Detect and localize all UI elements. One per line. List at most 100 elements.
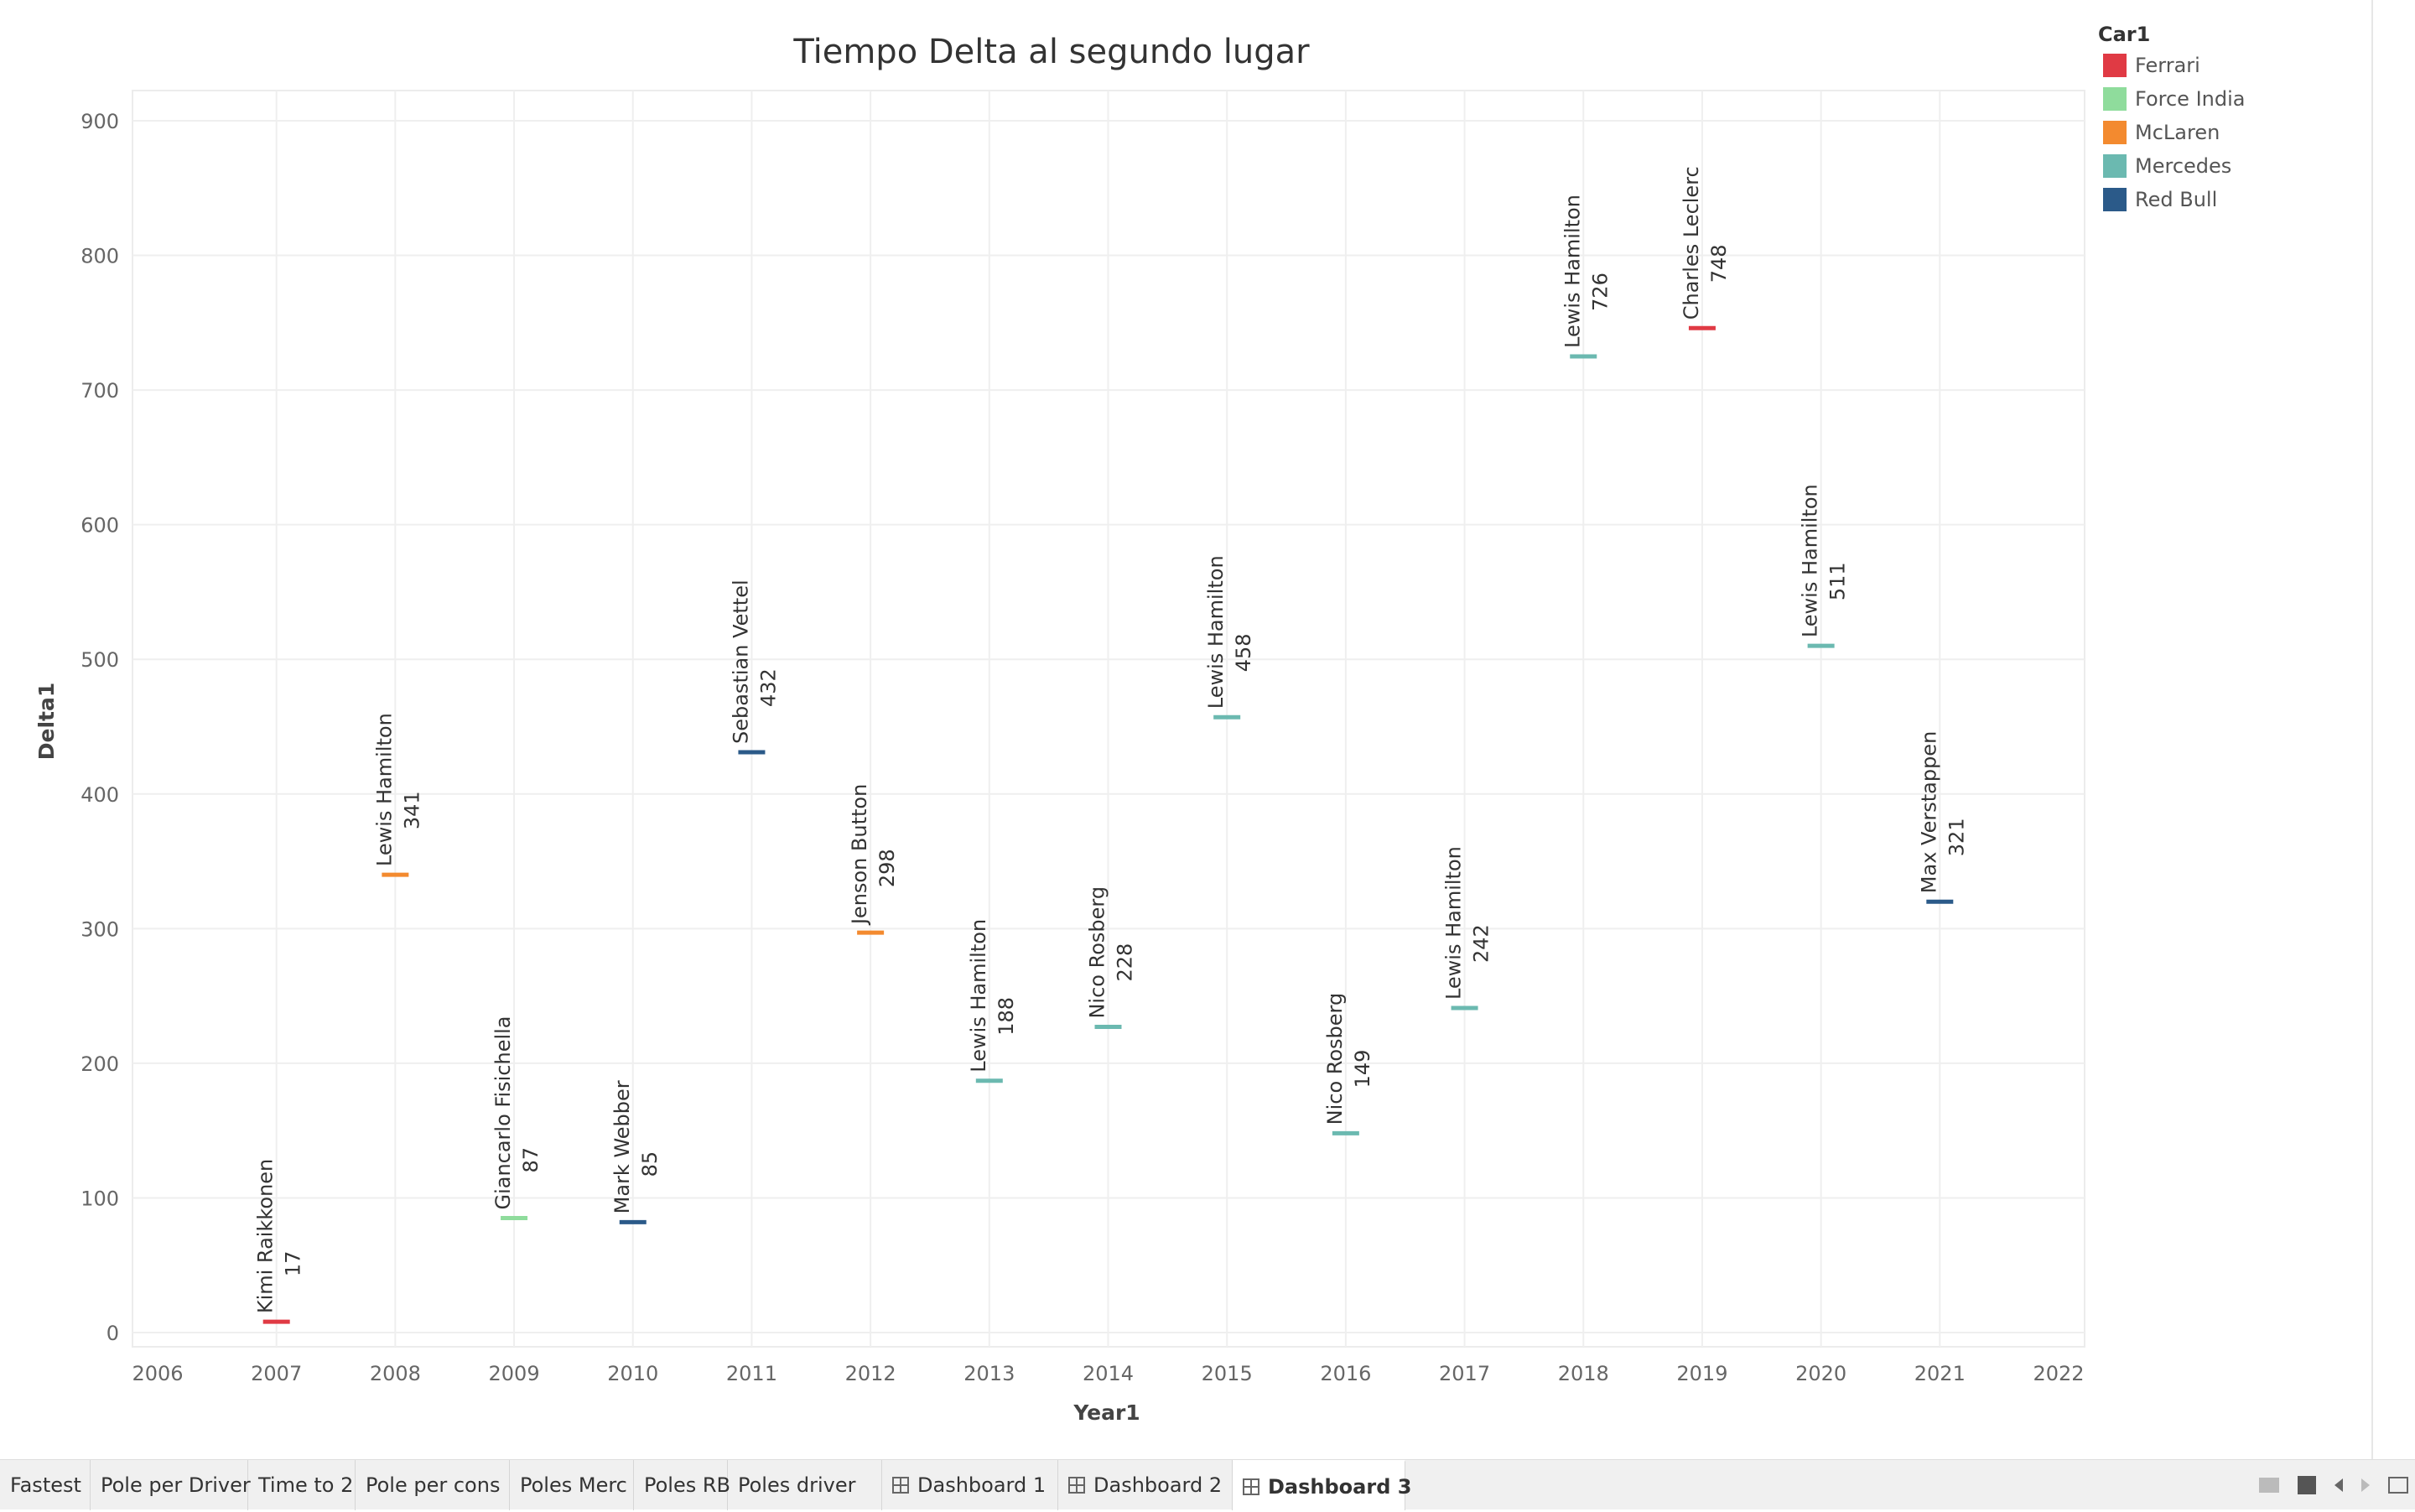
x-tick-label: 2022 (2033, 1362, 2084, 1385)
x-tick-label: 2019 (1676, 1362, 1727, 1385)
data-label-driver: Nico Rosberg (1086, 886, 1109, 1019)
data-label-value: 341 (400, 791, 423, 829)
x-tick-label: 2008 (370, 1362, 421, 1385)
data-label: Lewis Hamilton 188 (967, 919, 1018, 1073)
axes: 2006 2007 2008 2009 2010 2011 2012 2013 2014 2015… (80, 110, 2084, 1385)
data-label-driver: Lewis Hamilton (1204, 555, 1228, 709)
tab-view-icon[interactable] (2298, 1476, 2316, 1494)
data-label-driver: Mark Webber (610, 1080, 634, 1213)
x-tick-label: 2010 (607, 1362, 658, 1385)
sheet-tab-label: Time to 2 (258, 1473, 354, 1497)
status-bar-controls (2259, 1460, 2408, 1510)
sheet-tab[interactable]: Poles driver (728, 1460, 882, 1510)
x-tick-label: 2016 (1320, 1362, 1371, 1385)
data-label-driver: Jenson Button (848, 784, 871, 926)
next-sheet-icon[interactable] (2361, 1478, 2370, 1492)
data-label-driver: Charles Leclerc (1680, 166, 1703, 320)
data-label-value: 432 (756, 668, 780, 707)
legend-title: Car1 (2098, 23, 2151, 46)
sheet-tab-label: Pole per cons (366, 1473, 501, 1497)
data-label: Giancarlo Fisichella 87 (491, 1016, 543, 1209)
previous-sheet-icon[interactable] (2334, 1478, 2343, 1492)
data-label-driver: Lewis Hamilton (372, 713, 396, 866)
data-label-value: 228 (1114, 943, 1137, 982)
legend-item[interactable]: Red Bull (2098, 183, 2383, 216)
delta-chart: Tiempo Delta al segundo lugar 2006 2007 20… (34, 33, 2085, 1425)
chart-title: Tiempo Delta al segundo lugar (792, 33, 1310, 71)
legend: Car1 Ferrari Force India McLaren Mercedes Re… (2098, 20, 2383, 216)
y-tick-label: 700 (80, 379, 119, 403)
data-label-driver: Lewis Hamilton (1442, 846, 1466, 1000)
sheet-tab-label: Pole per Driver (101, 1473, 251, 1497)
data-label-value: 149 (1351, 1050, 1374, 1089)
legend-swatch (2103, 87, 2127, 111)
data-label-value: 87 (519, 1147, 543, 1173)
sheet-tab[interactable]: Fastest (0, 1460, 91, 1510)
y-tick-label: 900 (80, 110, 119, 133)
presentation-mode-icon[interactable] (2388, 1477, 2408, 1494)
legend-item[interactable]: Mercedes (2098, 149, 2383, 183)
sheet-tab[interactable]: Dashboard 3 (1233, 1460, 1411, 1510)
x-tick-label: 2020 (1795, 1362, 1846, 1385)
data-label-driver: Giancarlo Fisichella (491, 1016, 515, 1209)
data-label-driver: Lewis Hamilton (1799, 484, 1822, 637)
y-tick-label: 500 (80, 648, 119, 672)
data-label-value: 298 (875, 849, 899, 887)
legend-label: Red Bull (2135, 188, 2218, 211)
x-tick-label: 2021 (1914, 1362, 1966, 1385)
data-label: Jenson Button 298 (848, 784, 899, 926)
filmstrip-view-icon[interactable] (2259, 1478, 2279, 1493)
sheet-tab[interactable]: Pole per cons (356, 1460, 510, 1510)
sheet-tab[interactable]: Dashboard 1 (882, 1460, 1058, 1510)
data-label: Lewis Hamilton 341 (372, 713, 423, 866)
data-label-value: 458 (1232, 633, 1255, 672)
x-tick-label: 2013 (963, 1362, 1015, 1385)
sheet-tab-label: Poles Merc (520, 1473, 627, 1497)
x-tick-label: 2006 (132, 1362, 183, 1385)
data-label-value: 188 (995, 997, 1018, 1036)
sheet-tab[interactable]: Time to 2 (248, 1460, 356, 1510)
x-axis-title: Year1 (1072, 1400, 1140, 1425)
sheet-tab-label: Dashboard 3 (1268, 1475, 1412, 1499)
data-label: Lewis Hamilton 511 (1799, 484, 1850, 637)
sheet-tab[interactable]: Poles RB (634, 1460, 730, 1510)
legend-label: McLaren (2135, 121, 2220, 144)
sheet-tab[interactable]: Pole per Driver (91, 1460, 251, 1510)
data-label: Lewis Hamilton 726 (1561, 195, 1612, 348)
sheet-tab[interactable]: Dashboard 2 (1058, 1460, 1233, 1510)
data-label-driver: Sebastian Vettel (729, 579, 752, 744)
data-label: Nico Rosberg 228 (1086, 886, 1137, 1019)
legend-swatch (2103, 154, 2127, 178)
y-tick-label: 200 (80, 1052, 119, 1076)
y-tick-label: 400 (80, 783, 119, 807)
data-label: Kimi Raikkonen 17 (254, 1159, 305, 1313)
x-tick-label: 2011 (726, 1362, 777, 1385)
data-label: Max Verstappen 321 (1917, 731, 1968, 894)
data-label: Mark Webber 85 (610, 1080, 662, 1213)
data-label-driver: Max Verstappen (1917, 731, 1940, 894)
data-label-value: 511 (1826, 562, 1850, 600)
data-label: Lewis Hamilton 242 (1442, 846, 1493, 1000)
legend-item[interactable]: Ferrari (2098, 49, 2383, 82)
data-label-driver: Kimi Raikkonen (254, 1159, 278, 1313)
x-tick-label: 2015 (1202, 1362, 1253, 1385)
data-label-value: 85 (638, 1151, 662, 1177)
legend-item[interactable]: McLaren (2098, 116, 2383, 149)
sheet-tab-label: Poles driver (738, 1473, 856, 1497)
data-label: Charles Leclerc 748 (1680, 166, 1731, 320)
dashboard-grid-icon (1243, 1478, 1259, 1495)
data-label-value: 321 (1945, 818, 1968, 856)
data-label: Lewis Hamilton 458 (1204, 555, 1255, 709)
data-label: Sebastian Vettel 432 (729, 579, 780, 744)
legend-label: Ferrari (2135, 54, 2200, 77)
data-label-value: 17 (282, 1251, 305, 1277)
sheet-tab[interactable]: Poles Merc (510, 1460, 634, 1510)
legend-label: Mercedes (2135, 154, 2232, 178)
x-tick-label: 2012 (845, 1362, 896, 1385)
legend-item[interactable]: Force India (2098, 82, 2383, 116)
sheet-tab-bar: Fastest Pole per Driver Time to 2 Pole per … (0, 1459, 2415, 1510)
data-label: Nico Rosberg 149 (1323, 993, 1374, 1125)
legend-swatch (2103, 121, 2127, 144)
vertical-divider (2371, 0, 2373, 1459)
